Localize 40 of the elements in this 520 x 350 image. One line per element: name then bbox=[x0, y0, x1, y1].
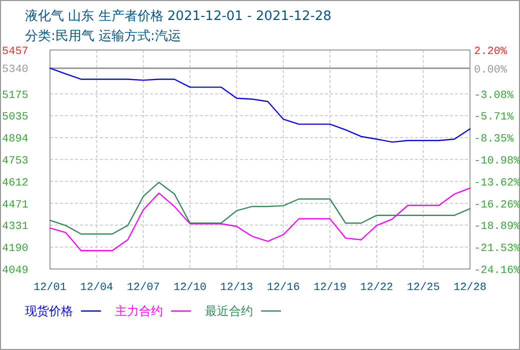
y-tick-label: 5035 bbox=[2, 112, 28, 124]
legend-label: 主力合约 bbox=[115, 304, 163, 318]
y2-tick-label: -13.62% bbox=[474, 177, 520, 190]
y2-tick-label: -18.89% bbox=[474, 221, 520, 234]
y2-tick-label: 0.00% bbox=[474, 64, 508, 76]
y-tick-label: 4612 bbox=[2, 177, 28, 190]
y2-tick-label: -5.71% bbox=[474, 112, 514, 124]
y-tick-label: 4753 bbox=[2, 156, 28, 168]
y-tick-label: 5340 bbox=[2, 64, 28, 76]
chart-subtitle: 分类:民用气 运输方式:汽运 bbox=[25, 28, 181, 44]
y-tick-label: 5457 bbox=[2, 46, 28, 58]
x-tick-label: 12/22 bbox=[360, 282, 394, 294]
chart-title: 液化气 山东 生产者价格 2021-12-01 - 2021-12-28 bbox=[25, 9, 332, 24]
y2-tick-label: -10.98% bbox=[474, 156, 520, 168]
x-tick-label: 12/10 bbox=[173, 282, 207, 294]
line-series bbox=[49, 188, 471, 252]
y2-tick-label: -16.26% bbox=[474, 199, 520, 212]
y-tick-label: 4894 bbox=[2, 134, 29, 146]
y-tick-label: 4331 bbox=[2, 221, 29, 234]
x-tick-label: 12/19 bbox=[313, 282, 347, 294]
x-tick-label: 12/04 bbox=[80, 282, 114, 294]
y2-tick-label: -21.53% bbox=[474, 243, 520, 256]
y2-tick-label: 2.20% bbox=[474, 46, 508, 58]
line-series bbox=[49, 68, 471, 143]
y2-tick-label: -8.35% bbox=[474, 134, 514, 146]
legend-label: 最近合约 bbox=[205, 304, 253, 318]
x-tick-label: 12/13 bbox=[220, 282, 254, 294]
y2-tick-label: -24.16% bbox=[474, 265, 520, 277]
x-tick-label: 12/07 bbox=[126, 282, 160, 294]
x-tick-label: 12/01 bbox=[33, 282, 67, 294]
x-tick-label: 12/16 bbox=[266, 282, 300, 294]
y-tick-label: 5175 bbox=[2, 90, 28, 102]
y-tick-label: 4471 bbox=[2, 199, 29, 212]
x-tick-label: 12/28 bbox=[453, 282, 487, 294]
x-tick-label: 12/25 bbox=[406, 282, 440, 294]
y-tick-label: 4049 bbox=[2, 265, 28, 277]
y2-tick-label: -3.08% bbox=[474, 90, 514, 102]
legend-label: 现货价格 bbox=[25, 304, 73, 318]
y-tick-label: 4190 bbox=[2, 243, 28, 256]
line-series bbox=[49, 182, 471, 235]
